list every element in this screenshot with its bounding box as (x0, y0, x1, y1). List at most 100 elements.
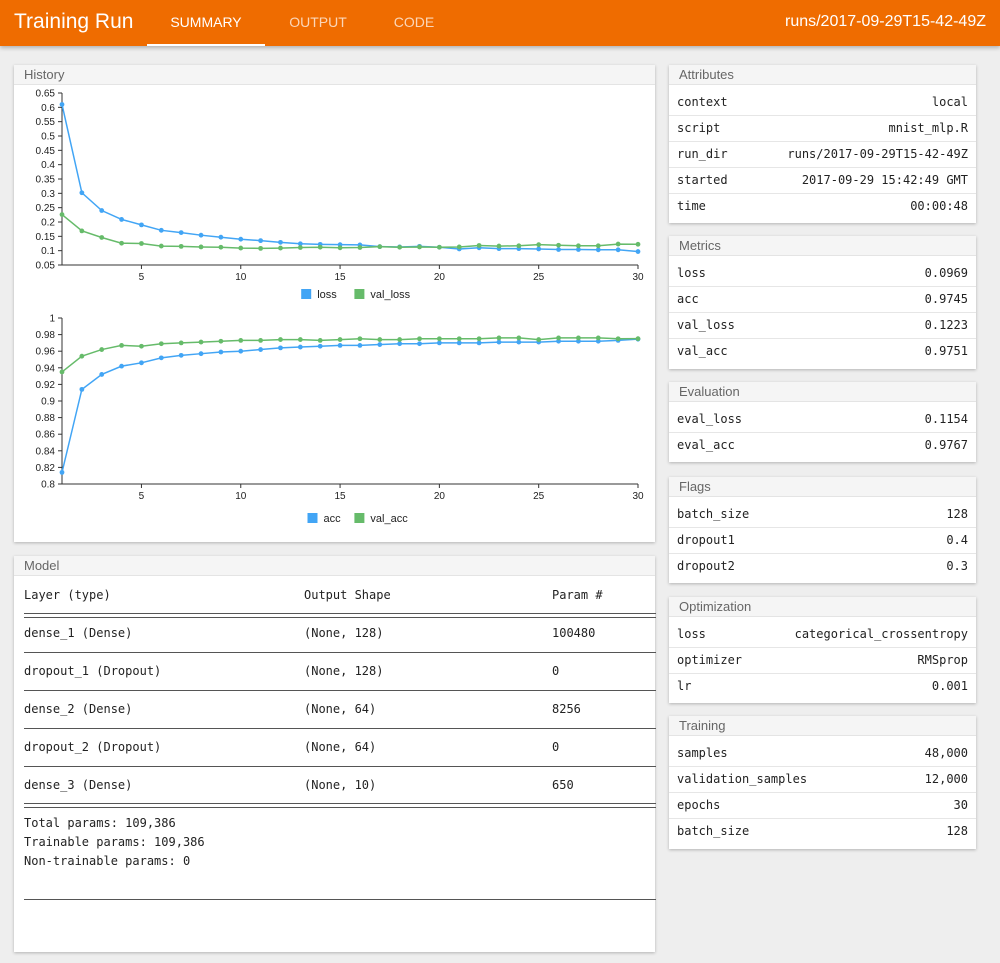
data-point-val_loss (436, 244, 442, 250)
data-point-val_loss (158, 243, 164, 249)
data-point-val_acc (278, 337, 283, 342)
data-point-val_loss (79, 228, 85, 234)
metrics-row: acc 0.9745 (669, 285, 976, 312)
training-row: validation_samples 12,000 (669, 765, 976, 792)
single-separator (24, 757, 656, 776)
row-key: context (677, 94, 728, 109)
data-point-loss (158, 227, 164, 233)
row-value: runs/2017-09-29T15-42-49Z (746, 140, 976, 167)
data-point-val_loss (337, 245, 343, 251)
x-tick-label: 10 (235, 272, 247, 283)
app-title: Training Run (14, 10, 134, 33)
data-point-loss (258, 238, 264, 244)
row-value: RMSprop (760, 646, 976, 673)
data-point-acc (337, 342, 343, 348)
metrics-row: val_loss 0.1223 (669, 311, 976, 338)
data-point-acc (417, 341, 422, 347)
model-cell: Param # (552, 588, 603, 602)
data-point-val_acc (417, 336, 422, 342)
legend-swatch-loss (301, 289, 312, 299)
data-point-val_loss (516, 243, 522, 249)
data-point-loss (635, 249, 641, 254)
tab-summary[interactable]: SUMMARY (147, 0, 265, 46)
row-key: loss (677, 265, 706, 280)
y-tick-label: 0.3 (41, 189, 55, 200)
optimization-table: loss categorical_crossentropy optimizer RMS… (669, 621, 976, 699)
data-point-val_acc (178, 340, 184, 346)
data-point-val_loss (218, 244, 224, 250)
row-key: time (669, 192, 747, 219)
training-card-title: Training (669, 716, 976, 736)
x-tick-label: 20 (434, 491, 446, 502)
history-charts: 0.05 0.1 0.15 0.2 0.25 0.3 0.35 0.4 0.45 0.5 0.55 0… (36, 89, 644, 526)
data-point-acc (79, 386, 85, 392)
data-point-acc (397, 341, 403, 347)
data-point-val_loss (238, 245, 244, 251)
row-key: eval_loss (677, 411, 743, 426)
data-point-val_acc (436, 336, 442, 342)
data-point-val_acc (238, 338, 244, 343)
y-tick-label: 0.15 (36, 232, 56, 243)
data-point-val_acc (198, 339, 204, 345)
history-card-title: History (14, 65, 655, 85)
data-point-acc (576, 338, 581, 344)
attributes-row: run_dir runs/2017-09-29T15-42-49Z (669, 140, 976, 167)
data-point-val_loss (317, 244, 323, 250)
data-point-val_acc (536, 337, 542, 342)
training-row: samples 48,000 (669, 740, 976, 766)
model-cell: dense_1 (Dense) (24, 626, 133, 640)
data-point-acc (278, 345, 283, 351)
model-cell: dense_3 (Dense) (24, 778, 133, 792)
data-point-val_acc (119, 342, 124, 348)
y-tick-label: 0.82 (36, 463, 56, 474)
data-point-val_loss (476, 243, 482, 248)
x-tick-label: 20 (434, 272, 446, 283)
data-point-val_acc (635, 336, 641, 342)
metrics-row: loss 0.0969 (669, 260, 976, 286)
evaluation-row: eval_acc 0.9767 (669, 431, 976, 458)
data-point-val_loss (615, 241, 621, 247)
spacer (24, 871, 656, 890)
row-key: eval_acc (669, 431, 847, 458)
data-point-val_loss (139, 241, 144, 246)
x-tick-label: 25 (533, 491, 545, 502)
y-tick-label: 0.25 (36, 203, 56, 214)
row-value: 30 (887, 791, 976, 818)
data-point-acc (99, 372, 105, 377)
row-key: dropout1 (669, 526, 885, 553)
y-tick-label: 0.8 (41, 480, 55, 491)
data-point-acc (436, 340, 442, 346)
data-point-acc (456, 340, 462, 346)
data-point-val_loss (556, 242, 561, 248)
model-layer-row: dense_3 (Dense) (None, 10) 650 (24, 776, 656, 795)
tab-code[interactable]: CODE (393, 14, 435, 30)
data-point-val_acc (79, 353, 85, 359)
single-separator (24, 681, 656, 700)
model-cell: (None, 64) (304, 702, 377, 716)
row-key: dropout2 (669, 552, 885, 579)
x-tick-label: 5 (139, 491, 145, 502)
optimization-row: loss categorical_crossentropy (669, 621, 976, 647)
data-point-loss (119, 217, 124, 222)
data-point-loss (615, 247, 621, 253)
double-separator (24, 795, 656, 814)
row-value: local (931, 94, 968, 109)
optimization-row: lr 0.001 (669, 672, 976, 699)
row-value: 0.9767 (846, 431, 976, 458)
tab-output[interactable]: OUTPUT (289, 14, 347, 30)
x-tick-label: 15 (335, 272, 347, 283)
y-tick-label: 0.4 (41, 160, 55, 171)
row-key: epochs (669, 791, 888, 818)
data-point-loss (79, 190, 85, 196)
row-key: validation_samples (669, 765, 888, 792)
model-cell: (None, 128) (304, 626, 384, 640)
row-value: mnist_mlp.R (746, 114, 976, 141)
model-layer-row: dense_1 (Dense) (None, 128) 100480 (24, 624, 656, 643)
row-key: acc (669, 285, 840, 312)
data-point-val_acc (139, 343, 144, 349)
data-point-val_acc (456, 336, 462, 342)
row-key: started (669, 166, 747, 193)
data-point-val_acc (496, 335, 502, 341)
metrics-card: Metrics loss 0.0969 acc 0.9745 val_loss 0.122… (669, 236, 976, 369)
data-point-val_acc (258, 338, 264, 343)
